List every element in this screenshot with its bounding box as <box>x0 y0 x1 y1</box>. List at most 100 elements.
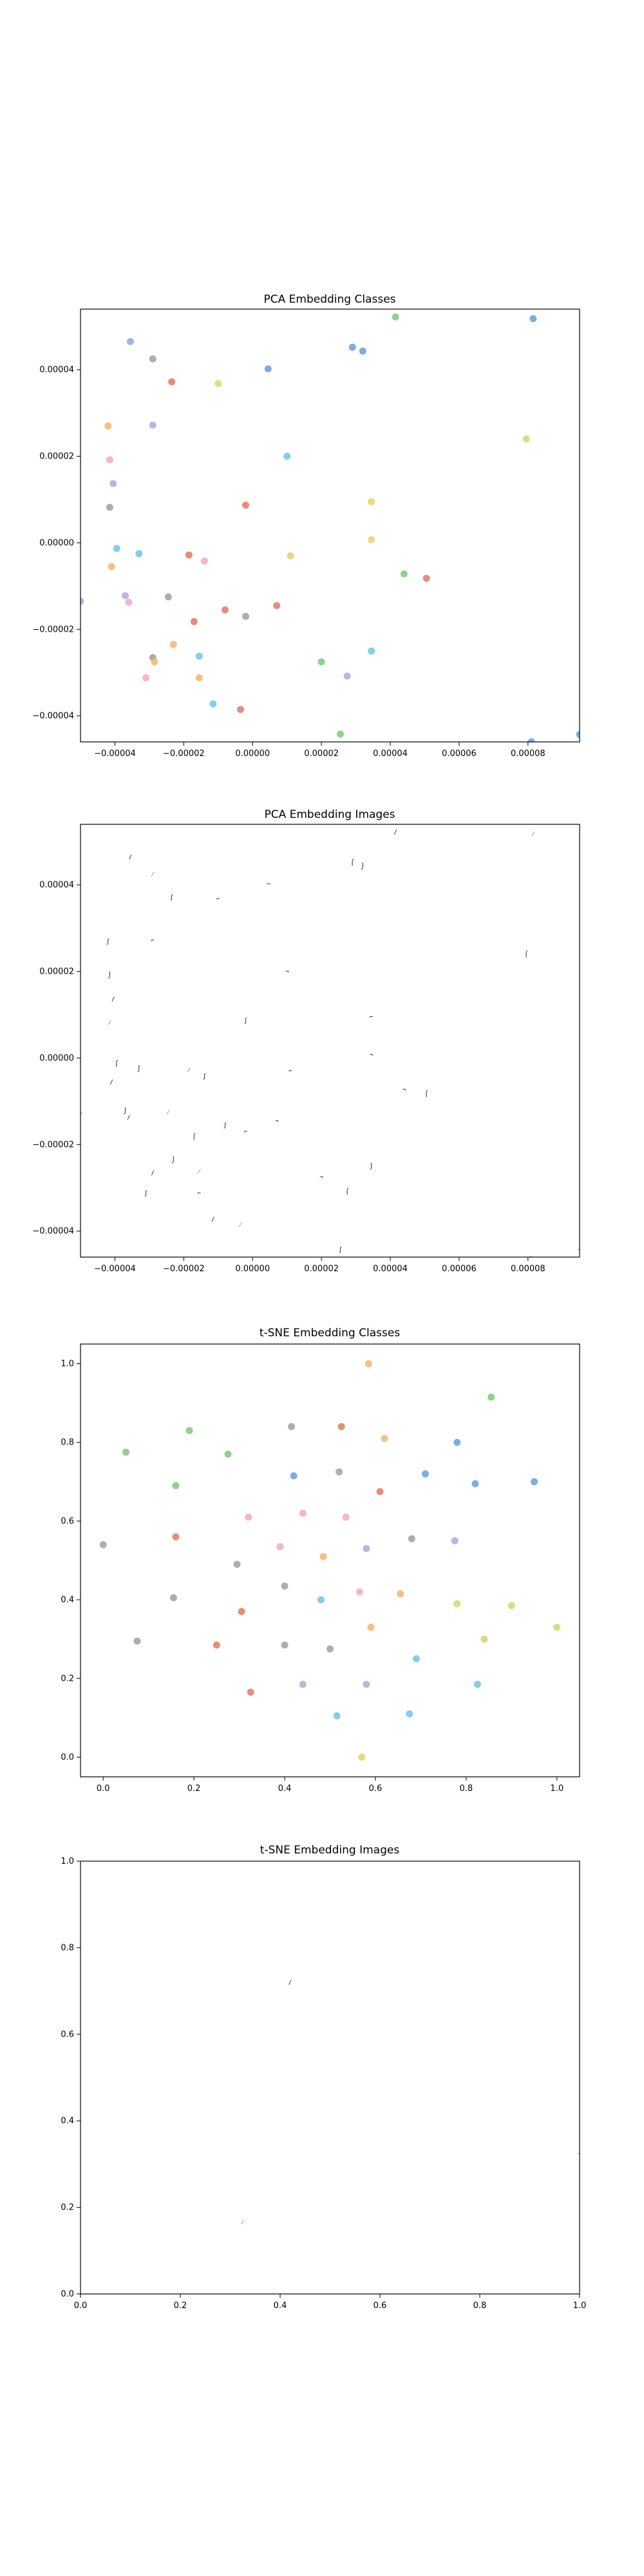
tsne-classes-point <box>233 1560 241 1568</box>
tsne-classes-point <box>172 1533 180 1540</box>
pca-images-x-tick-label: 0.00000 <box>235 1264 270 1274</box>
pca-images-y-tick-label: −0.00004 <box>32 1227 74 1236</box>
pca-images-point: ⌐ <box>198 1191 201 1197</box>
tsne-classes-point <box>408 1535 415 1542</box>
tsne-images-x-axis: 0.0 0.2 0.4 0.6 0.8 1.0 <box>74 2294 587 2311</box>
pca-classes-point <box>185 551 193 559</box>
pca-images-point: ⌐ <box>244 1129 247 1135</box>
pca-classes-point <box>135 550 143 558</box>
pca-classes-point <box>348 343 356 351</box>
tsne-images-y-tick-label: 1.0 <box>61 1857 74 1866</box>
pca-classes-x-tick-label: −0.00004 <box>94 749 136 759</box>
pca-images-point: ⌡ <box>137 1065 140 1073</box>
pca-images-point: ⌐ <box>370 1014 373 1021</box>
pca-classes-point <box>359 347 366 355</box>
pca-classes-point <box>400 570 408 578</box>
pca-images-point: ¬ <box>578 1247 582 1254</box>
pca-classes-x-tick-label: 0.00000 <box>235 749 270 759</box>
pca-classes-y-tick-label: 0.00002 <box>39 451 74 461</box>
tsne-classes-y-tick-label: 0.8 <box>61 1438 74 1448</box>
pca-images-point: ⌡ <box>370 1162 373 1170</box>
tsne-classes-point <box>453 1600 461 1607</box>
pca-classes-point <box>237 706 245 714</box>
tsne-classes-point <box>327 1645 334 1653</box>
pca-images-y-tick-label: 0.00000 <box>39 1054 74 1063</box>
pca-classes-point <box>368 647 375 655</box>
tsne-images-point: ⁄ <box>241 2220 245 2226</box>
tsne-classes-title: t-SNE Embedding Classes <box>260 1327 400 1340</box>
pca-classes-point <box>195 652 203 660</box>
pca-classes-plot: PCA Embedding Classes −0.00004 −0.00002 0.… <box>32 293 580 759</box>
tsne-images-x-tick-label: 0.4 <box>274 2301 287 2311</box>
pca-classes-points <box>80 313 580 742</box>
tsne-classes-point <box>290 1472 298 1480</box>
pca-images-point: ⌠ <box>346 1188 349 1195</box>
pca-images-point: ʃ <box>203 1074 206 1080</box>
tsne-classes-point <box>397 1590 404 1598</box>
pca-images-point: ⁄ <box>151 871 155 878</box>
pca-images-point: ⌡ <box>172 1156 175 1164</box>
pca-classes-y-tick-label: 0.00000 <box>39 538 74 548</box>
pca-images-point: ∕ <box>129 854 132 860</box>
tsne-classes-point <box>245 1513 252 1521</box>
tsne-classes-y-tick-label: 0.0 <box>61 1752 74 1762</box>
pca-images-point: ⌠ <box>193 1133 196 1141</box>
pca-images-x-tick-label: 0.00004 <box>373 1264 408 1274</box>
pca-classes-point <box>106 504 113 511</box>
tsne-images-title: t-SNE Embedding Images <box>260 1844 400 1857</box>
pca-images-point: ∕ <box>393 829 397 836</box>
tsne-images-x-tick-label: 1.0 <box>573 2301 587 2311</box>
pca-images-point: ʃ <box>223 1122 227 1129</box>
pca-images-frame <box>80 824 580 1258</box>
pca-images-point: ⌠ <box>524 951 527 958</box>
pca-classes-point <box>149 421 156 429</box>
pca-classes-point <box>121 592 129 600</box>
tsne-classes-x-tick-label: 0.4 <box>278 1784 292 1794</box>
tsne-images-y-axis: 0.0 0.2 0.4 0.6 0.8 1.0 <box>61 1857 80 2299</box>
pca-images-point: ⁄ <box>531 831 535 838</box>
pca-classes-x-tick-label: 0.00002 <box>304 749 339 759</box>
pca-classes-point <box>195 674 203 682</box>
pca-images-point: ⌐ <box>289 1068 292 1075</box>
pca-classes-title: PCA Embedding Classes <box>263 293 395 306</box>
pca-classes-point <box>283 452 291 460</box>
pca-images-point: ¬ <box>402 1086 406 1093</box>
pca-classes-y-tick-label: −0.00004 <box>32 712 74 721</box>
tsne-classes-x-tick-label: 1.0 <box>550 1784 564 1794</box>
pca-classes-point <box>337 730 345 738</box>
tsne-images-x-tick-label: 0.8 <box>473 2301 487 2311</box>
pca-classes-point <box>264 365 272 373</box>
pca-classes-point <box>287 552 294 560</box>
pca-images-title: PCA Embedding Images <box>264 808 395 821</box>
pca-classes-point <box>368 536 375 544</box>
pca-images-point: ∕ <box>211 1217 214 1223</box>
pca-images-point: ∕ <box>127 1115 130 1121</box>
tsne-classes-x-tick-label: 0.2 <box>187 1784 201 1794</box>
tsne-classes-point <box>319 1553 327 1560</box>
tsne-classes-point <box>169 1594 177 1602</box>
tsne-classes-point <box>421 1470 429 1478</box>
tsne-classes-point <box>453 1439 461 1446</box>
pca-images-x-axis: −0.00004 −0.00002 0.00000 0.00002 0.00004 0.0… <box>94 1257 545 1274</box>
tsne-classes-point <box>367 1624 375 1631</box>
tsne-classes-point <box>451 1537 459 1544</box>
tsne-images-plot: t-SNE Embedding Images ∕⁄ʃ 0.0 0.2 0.4 0.6 0… <box>61 1844 587 2311</box>
pca-images-x-tick-label: 0.00008 <box>511 1264 545 1274</box>
pca-classes-point <box>127 337 134 345</box>
tsne-classes-point <box>406 1710 413 1718</box>
pca-classes-x-tick-label: 0.00004 <box>373 749 408 759</box>
tsne-images-y-tick-label: 0.6 <box>61 2030 74 2040</box>
pca-images-plot: PCA Embedding Images ∕⁄ʃ ⌐¬⌠⌡∕ ⁄ʃ ⌐¬⌠⌡∕⁄ ʃ⌐¬… <box>32 808 582 1274</box>
pca-images-point: ⌠ <box>424 1090 428 1097</box>
tsne-classes-point <box>365 1360 372 1368</box>
pca-classes-point <box>149 355 156 363</box>
pca-images-point: ⌠ <box>115 1060 118 1068</box>
pca-images-point: ∕ <box>111 996 115 1003</box>
pca-classes-point <box>392 313 399 321</box>
pca-classes-point <box>368 498 375 506</box>
pca-classes-point <box>125 598 133 606</box>
pca-classes-point <box>164 593 172 601</box>
tsne-classes-point <box>471 1480 479 1488</box>
tsne-images-point: ∕ <box>289 1980 292 1986</box>
tsne-classes-y-tick-label: 0.4 <box>61 1595 74 1605</box>
